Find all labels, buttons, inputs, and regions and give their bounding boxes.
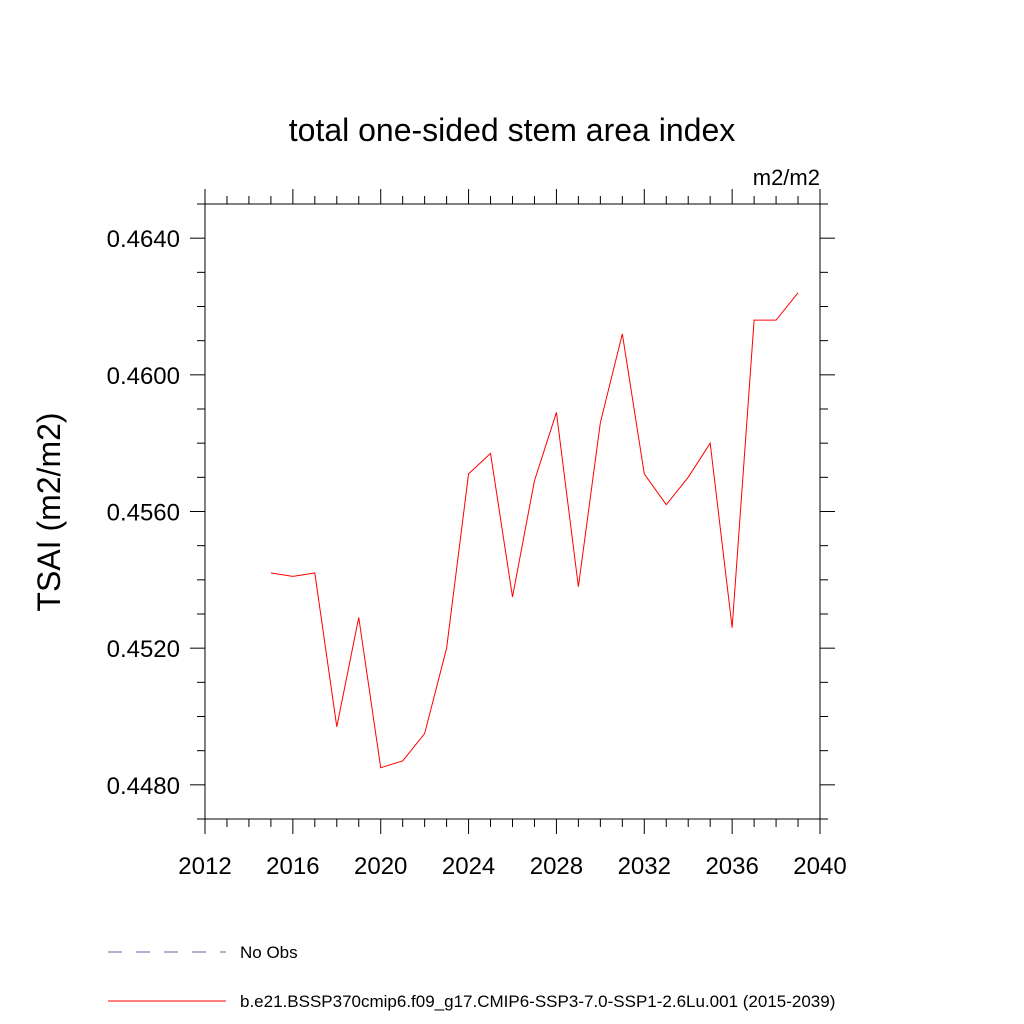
units-label: m2/m2 (753, 165, 820, 190)
x-tick-label: 2028 (530, 853, 583, 880)
x-tick-label: 2032 (618, 853, 671, 880)
legend-label: b.e21.BSSP370cmip6.f09_g17.CMIP6-SSP3-7.… (240, 992, 835, 1011)
legend-label: No Obs (240, 943, 298, 962)
y-tick-label: 0.4560 (107, 500, 180, 527)
y-axis-label: TSAI (m2/m2) (31, 412, 67, 611)
series-lines (270, 292, 799, 769)
x-tick-label: 2020 (354, 853, 407, 880)
y-tick-label: 0.4520 (107, 636, 180, 663)
x-tick-label: 2036 (705, 853, 758, 880)
x-tick-label: 2024 (442, 853, 495, 880)
y-tick-label: 0.4480 (107, 773, 180, 800)
y-tick-label: 0.4640 (107, 226, 180, 253)
y-tick-label: 0.4600 (107, 363, 180, 390)
legend: No Obs b.e21.BSSP370cmip6.f09_g17.CMIP6-S… (108, 943, 835, 1011)
chart-title: total one-sided stem area index (289, 112, 735, 148)
series-line (270, 292, 799, 769)
plot-frame (204, 203, 821, 820)
x-tick-label: 2016 (266, 853, 319, 880)
x-tick-label: 2040 (793, 853, 846, 880)
x-tick-label: 2012 (178, 853, 231, 880)
axes: 0.4480 0.4520 0.4560 0.4600 0.4640 2012 2016 20… (107, 189, 847, 880)
